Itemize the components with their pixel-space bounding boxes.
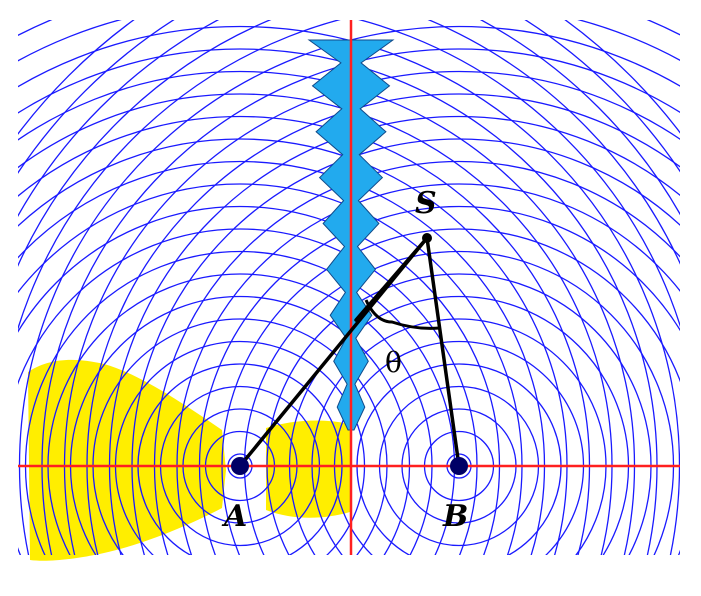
destructive-fringe-region [266,420,350,518]
source-a-label: A [221,499,247,534]
path-line-b-to-s [425,236,461,468]
source-b-label: B [442,499,468,534]
point-s-dot [422,233,432,243]
axes [18,20,680,555]
point-s-label: S [415,186,437,221]
wavefront-ring [221,228,680,555]
theta-angle-arc [364,299,441,330]
source-b-dot [450,457,468,475]
angle-theta-label: θ [385,346,402,379]
source-a-dot [231,457,249,475]
destructive-fringe-region [28,359,226,561]
destructive-interference-fill [28,359,350,561]
